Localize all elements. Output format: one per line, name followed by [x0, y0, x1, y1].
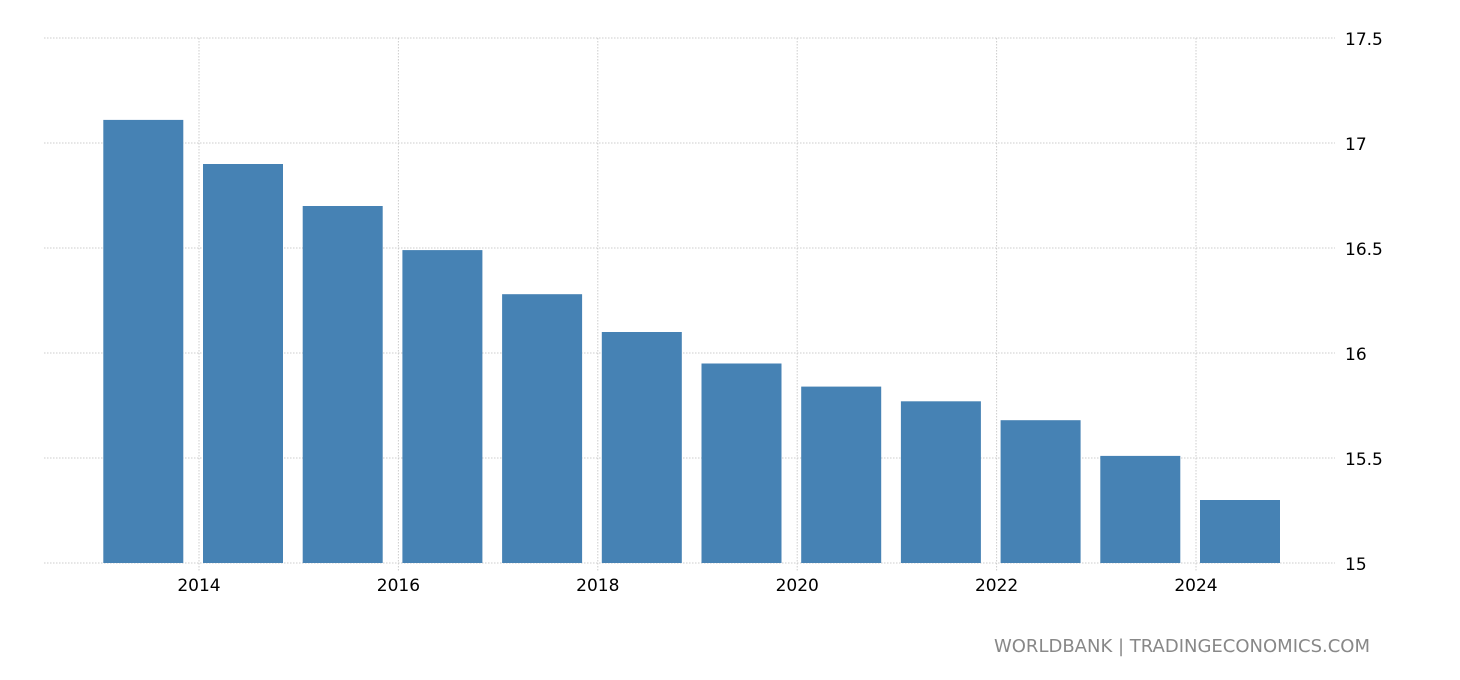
x-axis-labels: 2014 2016 2018 2020 2022 2024: [177, 576, 1217, 596]
bar-2023: [1100, 455, 1181, 563]
y-tick-label: 16: [1345, 345, 1367, 365]
grid-lines: [44, 37, 1335, 571]
x-tick-label: 2022: [975, 576, 1018, 596]
y-tick-label: 15.5: [1345, 450, 1383, 470]
bar-2024: [1200, 500, 1280, 563]
bars: [103, 119, 1280, 564]
y-tick-label: 17.5: [1345, 30, 1383, 50]
y-axis-labels: 15 15.5 16 16.5 17 17.5: [1345, 30, 1383, 575]
bar-2014: [203, 164, 283, 563]
bar-2019: [701, 363, 782, 563]
bar-2020: [801, 386, 882, 563]
bar-2013: [103, 119, 184, 564]
y-tick-label: 16.5: [1345, 240, 1383, 260]
source-label: WORLDBANK | TRADINGECONOMICS.COM: [994, 636, 1370, 657]
x-tick-label: 2016: [377, 576, 420, 596]
x-tick-label: 2024: [1174, 576, 1217, 596]
x-tick-label: 2020: [776, 576, 819, 596]
x-tick-label: 2014: [177, 576, 220, 596]
bar-2017: [502, 294, 583, 563]
bar-2022: [1000, 420, 1081, 563]
x-tick-label: 2018: [576, 576, 619, 596]
y-tick-label: 17: [1345, 135, 1367, 155]
bar-2015: [302, 206, 383, 563]
bar-2018: [601, 332, 682, 563]
bar-2016: [402, 250, 483, 563]
y-tick-label: 15: [1345, 555, 1367, 575]
bar-2021: [900, 401, 981, 563]
